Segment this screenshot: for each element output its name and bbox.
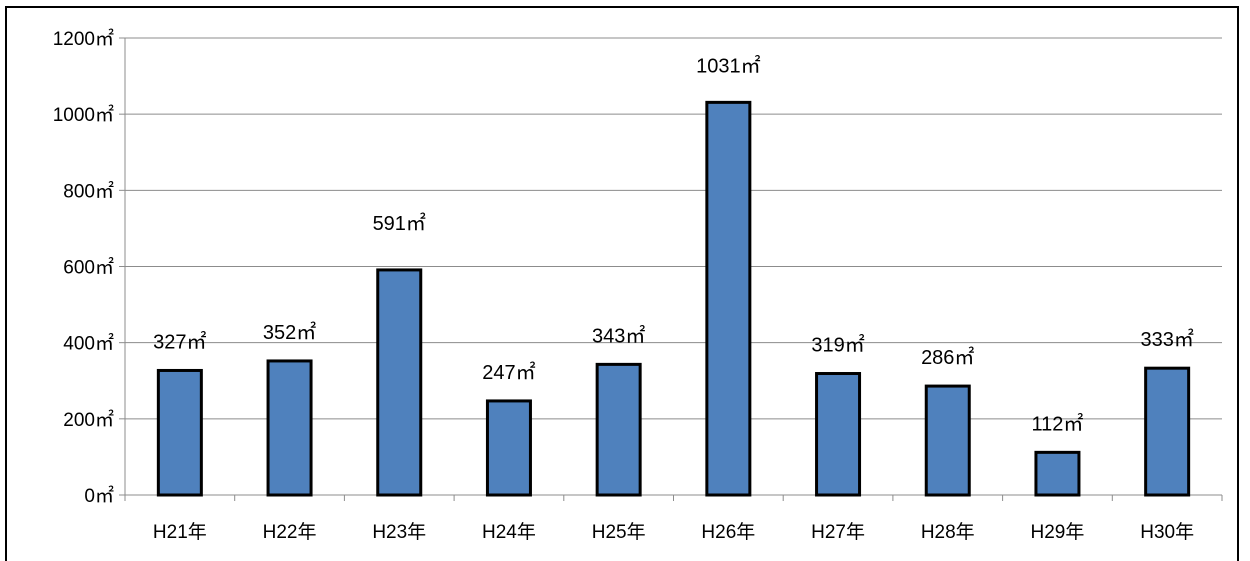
y-tick-label: 0㎡ [84, 484, 114, 507]
x-tick-label: H23年 [372, 521, 426, 543]
bar [595, 362, 642, 497]
x-tick-labels: H21年 H22年 H23年 H24年 H25年 H26年 H27年 H28年 H29年 H30年 [153, 521, 1194, 543]
bar [376, 268, 423, 497]
y-tick-label: 400㎡ [63, 332, 114, 355]
data-label: 286㎡ [921, 345, 974, 369]
data-label: 1031㎡ [696, 53, 761, 77]
x-tick-label: H28年 [921, 521, 975, 543]
bars [156, 100, 1191, 497]
bar [485, 399, 532, 497]
x-tick-label: H24年 [482, 521, 536, 543]
x-tick-label: H22年 [263, 521, 317, 543]
data-label: 333㎡ [1140, 327, 1193, 351]
y-tick-label: 600㎡ [63, 256, 114, 279]
y-tick-label: 1200㎡ [53, 27, 114, 50]
bar [1034, 450, 1081, 497]
x-tick-label: H21年 [153, 521, 207, 543]
data-label: 591㎡ [373, 211, 426, 235]
y-tick-label: 1000㎡ [53, 103, 114, 126]
bar [924, 384, 971, 497]
data-labels: 327㎡ 352㎡ 591㎡ 247㎡ 343㎡ 1031㎡ 319㎡ 286㎡ 112㎡ 333… [153, 53, 1194, 435]
data-label: 352㎡ [263, 320, 316, 344]
bar [1144, 366, 1191, 497]
bar [705, 100, 752, 497]
x-tick-label: H25年 [592, 521, 646, 543]
chart-frame [5, 6, 1239, 561]
data-label: 247㎡ [482, 360, 535, 384]
x-tick-label: H30年 [1140, 521, 1194, 543]
bar [815, 372, 862, 497]
y-tick-label: 800㎡ [63, 179, 114, 202]
x-tick-label: H29年 [1031, 521, 1085, 543]
data-label: 327㎡ [153, 329, 206, 353]
bar [266, 359, 313, 497]
x-tick-label: H26年 [701, 521, 755, 543]
data-label: 319㎡ [811, 333, 864, 357]
y-tick-labels: 0㎡ 200㎡ 400㎡ 600㎡ 800㎡ 1000㎡ 1200㎡ [53, 27, 114, 507]
y-tick-label: 200㎡ [63, 408, 114, 431]
bar [156, 368, 203, 497]
data-label: 343㎡ [592, 323, 645, 347]
data-label: 112㎡ [1032, 411, 1084, 435]
x-tick-label: H27年 [811, 521, 865, 543]
